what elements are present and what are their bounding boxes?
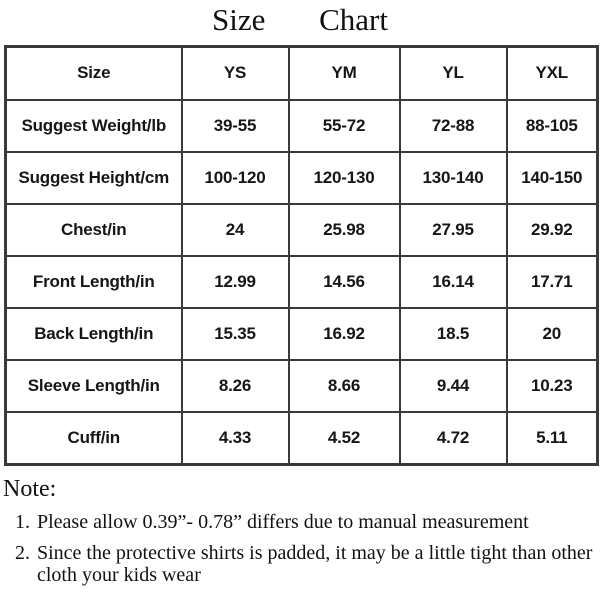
note-item-2: 2. Since the protective shirts is padded…: [15, 542, 600, 586]
note-heading: Note:: [3, 475, 57, 502]
cell-value: 16.14: [398, 255, 508, 310]
header-cell-yl: YL: [398, 45, 508, 102]
cell-value: 72-88: [398, 99, 508, 154]
table-header-row: Size YS YM YL YXL: [4, 45, 599, 102]
size-chart-table: Size YS YM YL YXL Suggest Weight/lb 39-5…: [4, 44, 599, 466]
header-cell-ys: YS: [180, 45, 290, 102]
row-label: Suggest Height/cm: [4, 151, 183, 206]
cell-value: 130-140: [398, 151, 508, 206]
table-row-height: Suggest Height/cm 100-120 120-130 130-14…: [4, 151, 599, 206]
cell-value: 25.98: [287, 203, 401, 258]
cell-value: 16.92: [287, 307, 401, 362]
cell-value: 8.26: [180, 359, 290, 414]
note-item-1: 1. Please allow 0.39”- 0.78” differs due…: [15, 511, 600, 533]
cell-value: 29.92: [505, 203, 599, 258]
row-label: Chest/in: [4, 203, 183, 258]
note-section: Note: 1. Please allow 0.39”- 0.78” diffe…: [0, 476, 600, 586]
cell-value: 5.11: [505, 411, 599, 466]
cell-value: 39-55: [180, 99, 290, 154]
cell-value: 9.44: [398, 359, 508, 414]
note-item-text: Please allow 0.39”- 0.78” differs due to…: [37, 511, 529, 534]
header-cell-yxl: YXL: [505, 45, 599, 102]
note-item-number: 1.: [15, 511, 30, 534]
table-row-chest: Chest/in 24 25.98 27.95 29.92: [4, 203, 599, 258]
table-row-back-length: Back Length/in 15.35 16.92 18.5 20: [4, 307, 599, 362]
cell-value: 24: [180, 203, 290, 258]
cell-value: 4.52: [287, 411, 401, 466]
table-row-weight: Suggest Weight/lb 39-55 55-72 72-88 88-1…: [4, 99, 599, 154]
cell-value: 4.72: [398, 411, 508, 466]
table-row-sleeve-length: Sleeve Length/in 8.26 8.66 9.44 10.23: [4, 359, 599, 414]
cell-value: 88-105: [505, 99, 599, 154]
row-label: Cuff/in: [4, 411, 183, 466]
cell-value: 4.33: [180, 411, 290, 466]
cell-value: 55-72: [287, 99, 401, 154]
cell-value: 120-130: [287, 151, 401, 206]
row-label: Back Length/in: [4, 307, 183, 362]
table-row-cuff: Cuff/in 4.33 4.52 4.72 5.11: [4, 411, 599, 466]
cell-value: 14.56: [287, 255, 401, 310]
header-cell-size: Size: [4, 45, 183, 102]
cell-value: 17.71: [505, 255, 599, 310]
note-item-number: 2.: [15, 542, 30, 565]
table-row-front-length: Front Length/in 12.99 14.56 16.14 17.71: [4, 255, 599, 310]
cell-value: 10.23: [505, 359, 599, 414]
cell-value: 140-150: [505, 151, 599, 206]
cell-value: 15.35: [180, 307, 290, 362]
note-item-text: Since the protective shirts is padded, i…: [37, 542, 593, 587]
cell-value: 8.66: [287, 359, 401, 414]
header-cell-ym: YM: [287, 45, 401, 102]
row-label: Sleeve Length/in: [4, 359, 183, 414]
cell-value: 27.95: [398, 203, 508, 258]
page-title: Size Chart: [212, 2, 388, 37]
cell-value: 100-120: [180, 151, 290, 206]
cell-value: 20: [505, 307, 599, 362]
row-label: Suggest Weight/lb: [4, 99, 183, 154]
cell-value: 12.99: [180, 255, 290, 310]
row-label: Front Length/in: [4, 255, 183, 310]
cell-value: 18.5: [398, 307, 508, 362]
